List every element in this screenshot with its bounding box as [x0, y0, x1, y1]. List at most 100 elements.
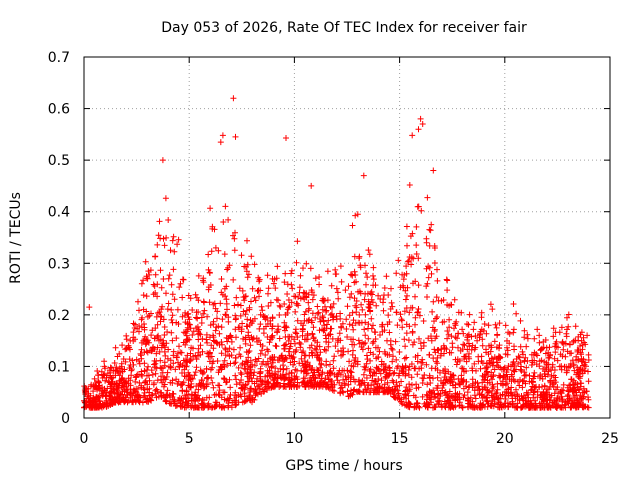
data-point	[274, 263, 281, 270]
data-point	[302, 361, 309, 368]
data-point	[434, 277, 441, 284]
data-point	[398, 316, 405, 323]
data-point	[262, 352, 269, 358]
data-point	[577, 331, 584, 338]
data-point	[238, 377, 245, 383]
data-point	[99, 375, 106, 381]
data-point	[446, 316, 453, 323]
data-point	[289, 285, 296, 292]
data-point	[421, 372, 428, 378]
data-point	[558, 324, 565, 331]
data-point	[466, 355, 473, 362]
data-point	[225, 216, 232, 223]
data-point	[563, 333, 570, 340]
data-point	[221, 251, 228, 258]
data-point	[233, 315, 239, 322]
data-point	[193, 314, 200, 321]
data-point	[176, 364, 183, 371]
data-point	[528, 351, 535, 358]
data-point	[352, 212, 359, 219]
data-point	[292, 293, 299, 300]
data-point	[180, 276, 187, 283]
data-point	[539, 375, 546, 382]
data-point	[521, 358, 528, 365]
data-point	[398, 367, 405, 374]
data-point	[564, 314, 570, 321]
data-point	[395, 257, 402, 264]
data-point	[362, 340, 369, 346]
data-point	[201, 307, 208, 314]
data-point	[324, 268, 331, 275]
data-point	[360, 172, 367, 179]
data-point	[143, 293, 150, 300]
data-point	[176, 343, 182, 350]
data-point	[192, 291, 199, 298]
data-point	[140, 277, 147, 284]
data-point	[418, 359, 425, 366]
data-point	[208, 342, 215, 349]
data-point	[155, 332, 162, 339]
data-point	[382, 363, 389, 370]
data-point	[530, 373, 537, 380]
data-point	[241, 390, 248, 397]
data-point	[283, 371, 290, 378]
data-point	[354, 361, 361, 368]
data-point	[505, 386, 512, 393]
data-point	[438, 350, 445, 357]
data-point	[338, 278, 345, 285]
data-point	[564, 326, 570, 333]
data-point	[241, 365, 248, 372]
data-point	[163, 398, 170, 405]
data-point	[359, 377, 366, 384]
data-point	[441, 318, 448, 325]
data-point	[164, 392, 171, 399]
data-point	[521, 369, 528, 376]
data-point	[458, 403, 465, 410]
data-point	[550, 333, 557, 340]
data-point	[487, 301, 494, 308]
data-point	[242, 334, 249, 341]
data-point	[207, 322, 214, 329]
data-point	[184, 400, 191, 407]
data-point	[433, 294, 440, 301]
data-point	[464, 346, 471, 353]
data-point	[393, 270, 400, 277]
data-point	[292, 326, 299, 333]
data-point	[249, 285, 256, 292]
data-point	[511, 378, 518, 385]
data-point	[285, 376, 292, 383]
data-point	[135, 298, 141, 305]
data-point	[392, 386, 399, 393]
data-point	[177, 382, 184, 389]
data-point	[106, 392, 113, 399]
data-point	[451, 325, 457, 332]
data-point	[464, 321, 470, 327]
data-point	[315, 309, 322, 316]
data-point	[315, 354, 322, 361]
data-point	[399, 324, 406, 331]
data-point	[560, 341, 567, 347]
data-point	[247, 317, 254, 324]
data-point	[344, 334, 351, 340]
data-point	[384, 321, 391, 328]
data-point	[460, 341, 467, 348]
data-point	[575, 373, 582, 380]
data-point	[517, 317, 524, 324]
y-tick-label: 0.5	[48, 153, 70, 169]
data-point	[491, 400, 498, 407]
data-point	[106, 395, 113, 402]
x-tick-label: 20	[496, 431, 514, 447]
data-point	[356, 377, 362, 383]
data-point	[376, 348, 383, 355]
data-point	[247, 342, 254, 349]
data-point	[429, 324, 436, 331]
data-point	[236, 285, 243, 292]
data-point	[237, 312, 244, 319]
data-point	[460, 376, 467, 383]
data-point	[152, 370, 159, 377]
data-point	[375, 354, 382, 361]
data-point	[127, 362, 134, 368]
data-point	[264, 367, 271, 374]
data-point	[497, 373, 504, 380]
data-point	[469, 384, 476, 391]
